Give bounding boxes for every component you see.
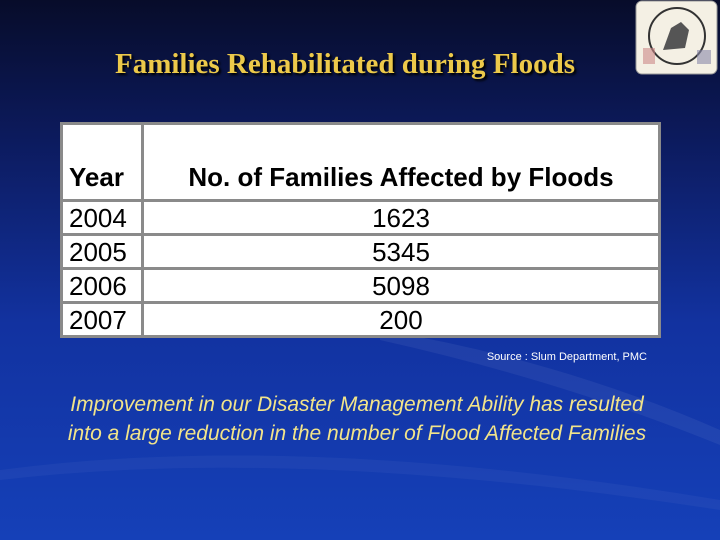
count-cell: 5345 [141, 233, 661, 270]
table-row: 2004 1623 [60, 199, 661, 236]
conclusion-line: Improvement in our Disaster Management A… [70, 393, 644, 416]
logo [635, 0, 718, 75]
count-cell: 5098 [141, 267, 661, 304]
column-header: Year [60, 122, 144, 202]
table-row: 2007 200 [60, 301, 661, 338]
count-cell: 1623 [141, 199, 661, 236]
conclusion-text: Improvement in our Disaster Management A… [0, 390, 714, 448]
header-row: Year No. of Families Affected by Floods [60, 122, 661, 202]
year-cell: 2007 [60, 301, 144, 338]
data-table: Year No. of Families Affected by Floods … [60, 122, 661, 338]
count-cell: 200 [141, 301, 661, 338]
source-note: Source : Slum Department, PMC [486, 351, 647, 363]
year-cell: 2004 [60, 199, 144, 236]
slide-title: Families Rehabilitated during Floods [114, 48, 575, 80]
column-header: No. of Families Affected by Floods [141, 122, 661, 202]
table-row: 2005 5345 [60, 233, 661, 270]
conclusion-line: into a large reduction in the number of … [67, 422, 647, 445]
year-cell: 2006 [60, 267, 144, 304]
year-cell: 2005 [60, 233, 144, 270]
table-row: 2006 5098 [60, 267, 661, 304]
